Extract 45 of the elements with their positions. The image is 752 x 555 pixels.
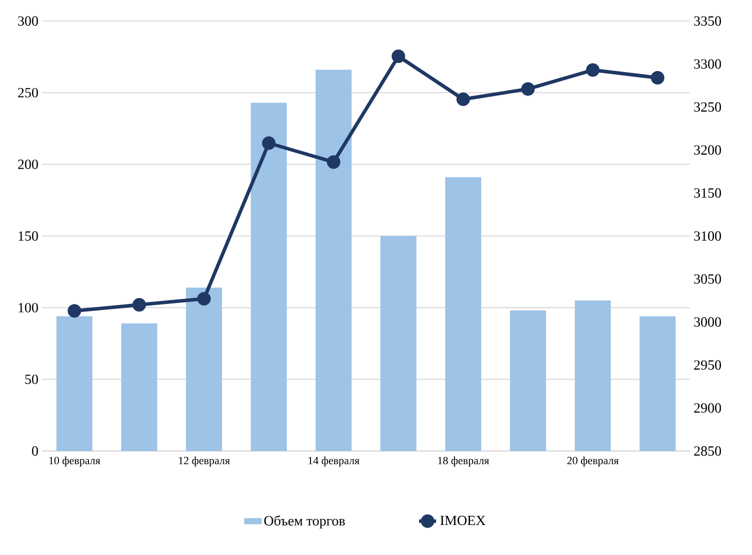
y2-tick-label: 3100: [694, 231, 721, 241]
y2-tick-label: 2850: [694, 446, 721, 456]
point: [68, 304, 82, 318]
y-tick-label: 250: [18, 88, 38, 98]
y2-tick-label: 2950: [694, 360, 721, 370]
bar: [250, 102, 287, 451]
bar: [640, 316, 676, 451]
y2-tick-label: 3300: [694, 59, 721, 69]
x-tick-label: 10 февраля: [49, 456, 100, 466]
y2-tick-label: 3050: [694, 274, 721, 284]
x-tick-label: 20 февраля: [567, 456, 619, 466]
legend-label: IMOEX: [440, 516, 486, 526]
y-tick-label: 100: [18, 302, 38, 312]
y2-tick-label: 3250: [694, 102, 721, 112]
bar: [121, 323, 158, 451]
y2-tick-label: 3350: [694, 16, 721, 26]
y2-tick-label: 3000: [694, 317, 721, 327]
point: [586, 63, 600, 77]
point: [456, 92, 470, 106]
point: [521, 82, 535, 96]
point: [132, 298, 146, 312]
bar: [510, 310, 546, 451]
bar: [445, 177, 482, 451]
point: [197, 292, 211, 306]
bar: [380, 236, 416, 451]
point: [326, 155, 340, 169]
y-tick-label: 200: [18, 160, 38, 170]
x-tick-label: 18 февраля: [438, 456, 489, 466]
point: [262, 136, 276, 150]
x-tick-label: 14 февраля: [308, 456, 360, 466]
x-tick-label: 12 февраля: [178, 456, 230, 466]
bar: [56, 316, 92, 451]
y2-tick-label: 3200: [694, 145, 721, 155]
legend-label: Объем торгов: [264, 515, 345, 528]
point: [650, 71, 664, 85]
y-tick-label: 50: [25, 374, 38, 384]
point: [392, 50, 406, 64]
y-tick-label: 300: [18, 16, 38, 26]
y2-tick-label: 3150: [694, 188, 721, 198]
bar: [316, 70, 352, 451]
bar: [574, 300, 611, 451]
y2-tick-label: 2900: [694, 403, 721, 413]
y-tick-label: 0: [32, 446, 38, 456]
bar: [186, 288, 222, 451]
y-tick-label: 150: [18, 231, 38, 241]
